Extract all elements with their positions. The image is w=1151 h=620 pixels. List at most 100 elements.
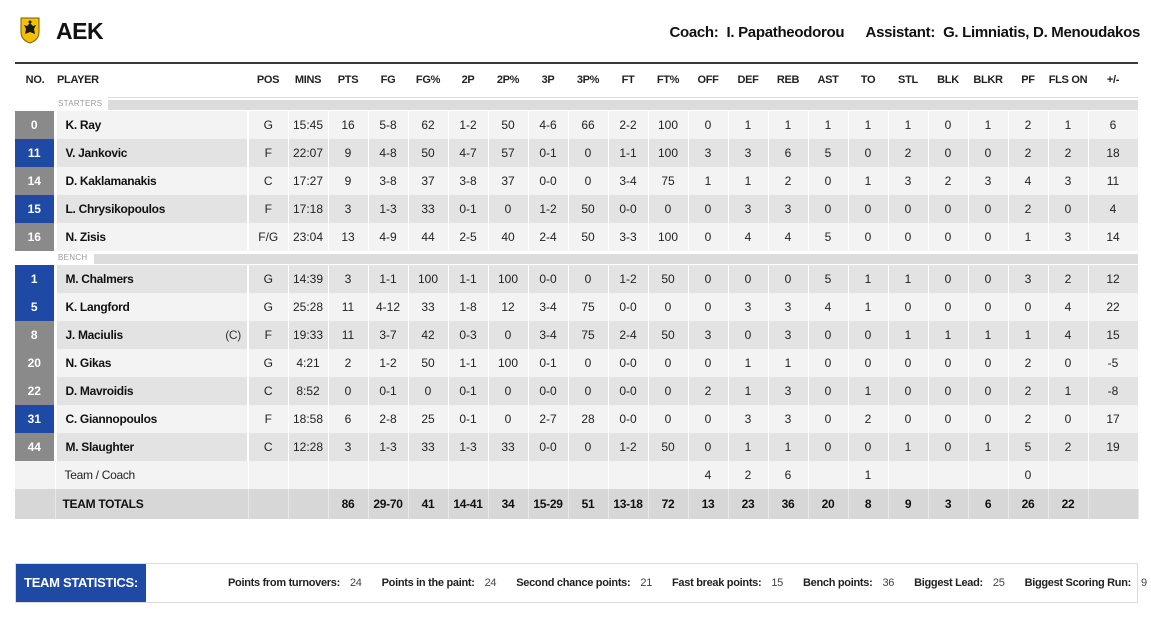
- stat-cell: 3-7: [368, 321, 409, 349]
- column-header[interactable]: REB: [768, 63, 808, 98]
- column-header[interactable]: BLKR: [968, 63, 1008, 98]
- stat-cell: 5: [808, 139, 849, 167]
- team-statistics-items: Points from turnovers: 24 Points in the pa…: [228, 564, 1151, 602]
- stat-cell: 0: [1008, 293, 1049, 321]
- team-stat-label: Second chance points:: [516, 577, 631, 589]
- stat-cell: [648, 461, 689, 489]
- column-header[interactable]: STL: [888, 63, 928, 98]
- player-row[interactable]: 1 M. Chalmers G 14:39 3 1-1 100 1-1 100 0-0 0 1-2 50…: [15, 265, 1139, 293]
- stat-cell: 0-1: [448, 405, 489, 433]
- coach-name: I. Papatheodorou: [726, 24, 845, 41]
- column-header[interactable]: FT: [608, 63, 648, 98]
- position-cell: C: [247, 433, 289, 461]
- stat-cell: 11: [1088, 167, 1139, 195]
- stat-cell: 14: [1088, 223, 1139, 251]
- stat-cell: 0: [928, 139, 969, 167]
- stat-cell: 1: [1008, 321, 1049, 349]
- player-name[interactable]: L. Chrysikopoulos: [65, 202, 166, 216]
- player-name-cell[interactable]: L. Chrysikopoulos: [55, 195, 249, 223]
- column-header[interactable]: 2P%: [488, 63, 528, 98]
- stat-cell: 5: [808, 265, 849, 293]
- stat-cell: 1-1: [448, 265, 489, 293]
- column-header[interactable]: FG: [368, 63, 408, 98]
- column-header[interactable]: POS: [248, 63, 288, 98]
- player-name-cell[interactable]: K. Ray: [55, 111, 249, 139]
- column-header[interactable]: +/-: [1088, 63, 1138, 98]
- column-header[interactable]: MINS: [288, 63, 328, 98]
- player-name[interactable]: J. Maciulis: [65, 328, 124, 342]
- stat-cell: 4-8: [368, 139, 409, 167]
- stat-cell: 11: [328, 293, 369, 321]
- stat-cell: 0: [968, 139, 1009, 167]
- stat-cell: 17:18: [288, 195, 329, 223]
- stat-cell: 25:28: [288, 293, 329, 321]
- player-name-cell[interactable]: D. Kaklamanakis: [55, 167, 249, 195]
- player-row[interactable]: 11 V. Jankovic F 22:07 9 4-8 50 4-7 57 0-1 0 1-1 100…: [15, 139, 1139, 167]
- column-header[interactable]: PLAYER: [55, 63, 248, 98]
- player-row[interactable]: 31 C. Giannopoulos F 18:58 6 2-8 25 0-1 0 2-7 28 0-…: [15, 405, 1139, 433]
- column-header[interactable]: DEF: [728, 63, 768, 98]
- player-name[interactable]: N. Gikas: [65, 356, 112, 370]
- player-name[interactable]: V. Jankovic: [65, 146, 128, 160]
- player-name-cell[interactable]: J. Maciulis (C): [55, 321, 249, 349]
- player-name-cell[interactable]: K. Langford: [55, 293, 249, 321]
- section-divider-cell: BENCH: [15, 251, 1138, 265]
- stat-cell: 33: [488, 433, 529, 461]
- stat-cell: 2: [1008, 195, 1049, 223]
- player-name[interactable]: M. Slaughter: [65, 440, 135, 454]
- stat-cell: 3: [688, 139, 729, 167]
- player-row[interactable]: 22 D. Mavroidis C 8:52 0 0-1 0 0-1 0 0-0 0 0-0 0 2 1 3 0…: [15, 377, 1139, 405]
- column-header[interactable]: FT%: [648, 63, 688, 98]
- column-header[interactable]: 3P%: [568, 63, 608, 98]
- player-name-cell[interactable]: C. Giannopoulos: [55, 405, 249, 433]
- column-header[interactable]: PF: [1008, 63, 1048, 98]
- column-header[interactable]: 3P: [528, 63, 568, 98]
- player-row[interactable]: 8 J. Maciulis (C) F 19:33 11 3-7 42 0-3 0 3-4 75 2-4…: [15, 321, 1139, 349]
- player-row[interactable]: 15 L. Chrysikopoulos F 17:18 3 1-3 33 0-1 0 1-2 50…: [15, 195, 1139, 223]
- stat-cell: 1: [728, 167, 769, 195]
- stat-cell: 4: [728, 223, 769, 251]
- jersey-number: 8: [15, 321, 57, 349]
- column-header[interactable]: BLK: [928, 63, 968, 98]
- player-row[interactable]: 5 K. Langford G 25:28 11 4-12 33 1-8 12 3-4 75 0-0 0…: [15, 293, 1139, 321]
- player-name[interactable]: M. Chalmers: [65, 272, 134, 286]
- player-name[interactable]: D. Kaklamanakis: [65, 174, 157, 188]
- player-name[interactable]: K. Langford: [65, 300, 130, 314]
- column-header[interactable]: TO: [848, 63, 888, 98]
- column-header[interactable]: FG%: [408, 63, 448, 98]
- player-row[interactable]: 20 N. Gikas G 4:21 2 1-2 50 1-1 100 0-1 0 0-0 0 0 1 1 0 0…: [15, 349, 1139, 377]
- player-name-cell[interactable]: M. Slaughter: [55, 433, 249, 461]
- stat-cell: 0: [328, 377, 369, 405]
- player-row[interactable]: 16 N. Zisis F/G 23:04 13 4-9 44 2-5 40 2-4 50 3-3 10…: [15, 223, 1139, 251]
- stat-cell: 2: [848, 405, 889, 433]
- player-row[interactable]: 0 K. Ray G 15:45 16 5-8 62 1-2 50 4-6 66 2-2 100 0 1 1 1…: [15, 111, 1139, 139]
- total-cell: 41: [408, 489, 449, 519]
- player-name-cell[interactable]: V. Jankovic: [55, 139, 249, 167]
- player-name-cell[interactable]: N. Zisis: [55, 223, 249, 251]
- player-row[interactable]: 44 M. Slaughter C 12:28 3 1-3 33 1-3 33 0-0 0 1-2 50…: [15, 433, 1139, 461]
- player-name[interactable]: N. Zisis: [65, 230, 107, 244]
- column-header[interactable]: FLS ON: [1048, 63, 1088, 98]
- column-header[interactable]: AST: [808, 63, 848, 98]
- stat-cell: 1: [1008, 223, 1049, 251]
- stat-cell: 2-4: [528, 223, 569, 251]
- player-name[interactable]: C. Giannopoulos: [65, 412, 158, 426]
- stat-cell: [248, 461, 289, 489]
- column-header[interactable]: OFF: [688, 63, 728, 98]
- stat-cell: 1: [968, 433, 1009, 461]
- player-row[interactable]: 14 D. Kaklamanakis C 17:27 9 3-8 37 3-8 37 0-0 0 3-…: [15, 167, 1139, 195]
- column-header[interactable]: NO.: [15, 63, 55, 98]
- stat-cell: 22: [1088, 293, 1139, 321]
- player-name-cell[interactable]: D. Mavroidis: [55, 377, 249, 405]
- player-name[interactable]: D. Mavroidis: [65, 384, 134, 398]
- stat-cell: 2: [1008, 139, 1049, 167]
- stat-cell: 0: [768, 265, 809, 293]
- stat-cell: 50: [408, 349, 449, 377]
- column-header[interactable]: 2P: [448, 63, 488, 98]
- stat-cell: 0: [968, 377, 1009, 405]
- column-header[interactable]: PTS: [328, 63, 368, 98]
- player-name-cell[interactable]: N. Gikas: [55, 349, 249, 377]
- player-name[interactable]: K. Ray: [65, 118, 102, 132]
- player-name-cell[interactable]: M. Chalmers: [55, 265, 249, 293]
- team-totals-label: TEAM TOTALS: [55, 489, 249, 519]
